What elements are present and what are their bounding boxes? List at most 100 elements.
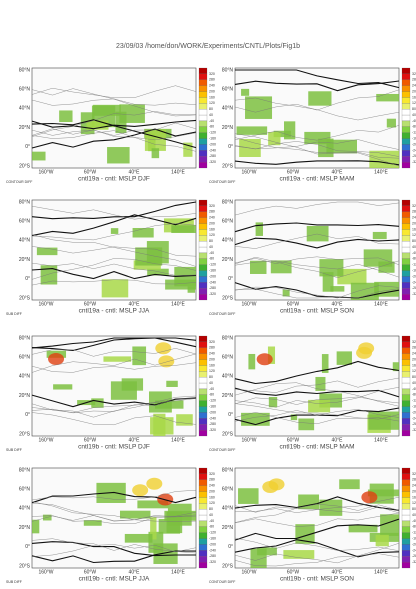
colorbar-label: -320	[209, 428, 216, 432]
colorbar-label: 40	[412, 113, 416, 117]
colorbar-box	[401, 73, 411, 80]
colorbar-box	[401, 270, 411, 277]
contour-line	[234, 89, 400, 113]
colorbar-label: -80	[412, 393, 416, 397]
colorbar-label: -240	[412, 280, 416, 284]
colorbar-box	[401, 365, 411, 372]
colorbar-label: 40	[209, 245, 213, 249]
colorbar-label: 200	[209, 489, 215, 493]
colorbar-box	[198, 282, 208, 289]
contour-line	[234, 553, 400, 564]
colorbar-box	[198, 491, 208, 498]
colorbar-box	[198, 205, 208, 212]
colorbar-box	[198, 526, 208, 533]
lon-label: 40°E	[129, 437, 141, 443]
colorbar-box	[401, 509, 411, 516]
colorbar-label: -40	[209, 519, 214, 523]
contour-line	[31, 128, 197, 141]
corner-label: CONTOUR DIFF	[209, 312, 235, 316]
colorbar-label: 80	[412, 375, 416, 379]
colorbar-box	[198, 132, 208, 139]
shaded-patch	[337, 268, 367, 285]
contour-line	[31, 130, 197, 152]
shaded-patch	[101, 279, 129, 298]
contour-line	[234, 518, 400, 541]
lon-label: 60°W	[287, 301, 300, 307]
colorbar-label: -80	[412, 125, 416, 129]
lat-label: 20°S	[19, 163, 31, 169]
colorbar-label: 200	[209, 221, 215, 225]
colorbar-label: 280	[209, 78, 215, 82]
panel-title: cntl19a - cntl: MSLP DJF	[78, 176, 150, 183]
map-panel: 80°N 60°N 40°N 20°N 0° 20°S 160°W 60°W 40°E 140°E…	[209, 67, 416, 184]
contour-line	[31, 394, 197, 408]
colorbar-label: -80	[209, 525, 214, 529]
contour-line	[234, 387, 400, 398]
lat-label: 20°N	[19, 125, 31, 131]
colorbar-box	[198, 223, 208, 230]
colorbar-box	[198, 199, 208, 206]
colorbar-box	[198, 162, 208, 169]
shaded-patch	[306, 225, 329, 242]
colorbar-label: -320	[209, 292, 216, 296]
colorbar-label: -320	[412, 292, 416, 296]
contour-line	[234, 137, 400, 159]
colorbar-label: 200	[209, 357, 215, 361]
colorbar-label: -320	[209, 560, 216, 564]
colorbar-label: 160	[209, 363, 215, 367]
lat-label: 40°N	[222, 106, 234, 112]
lat-label: 80°N	[19, 467, 31, 473]
colorbar-label: -240	[412, 416, 416, 420]
shaded-patch	[319, 259, 344, 277]
contour-line	[31, 85, 197, 99]
lon-label: 60°W	[84, 437, 97, 443]
map-panel: 80°N 60°N 40°N 20°N 0° 20°S 160°W 60°W 40°E 140°E…	[6, 67, 216, 184]
colorbar-box	[401, 562, 411, 569]
colorbar-box	[401, 199, 411, 206]
lat-label: 80°N	[19, 335, 31, 341]
lat-label: 0°	[228, 544, 233, 550]
corner-label: SUB DIFF	[6, 580, 22, 584]
map-panel: 80°N 60°N 40°N 20°N 0° 20°S 160°W 60°W 40°E 140°E…	[209, 467, 416, 584]
colorbar-box	[198, 400, 208, 407]
colorbar-box	[401, 241, 411, 248]
map-panel: 80°N 60°N 40°N 20°N 0° 20°S 160°W 60°W 40°E 140°E…	[6, 335, 216, 452]
contour-line	[234, 512, 400, 527]
colorbar-box	[401, 491, 411, 498]
shaded-patch	[262, 480, 279, 493]
shaded-patch	[368, 411, 399, 430]
contour-line	[234, 543, 400, 567]
contour-line	[31, 119, 197, 149]
colorbar-box	[198, 109, 208, 116]
colorbar-box	[198, 241, 208, 248]
colorbar-label: 80	[412, 107, 416, 111]
colorbar-box	[198, 156, 208, 163]
shaded-patch	[238, 488, 259, 504]
shaded-patch	[290, 414, 298, 421]
lat-label: 60°N	[19, 487, 31, 493]
contour-line	[234, 285, 400, 299]
colorbar-label: -160	[209, 269, 216, 273]
colorbar-label: -160	[209, 405, 216, 409]
colorbar-label: 120	[412, 501, 416, 505]
lon-label: 140°E	[171, 301, 185, 307]
contour-line	[234, 377, 400, 393]
colorbar-label: 280	[209, 478, 215, 482]
lat-label: 0°	[228, 412, 233, 418]
colorbar-box	[198, 371, 208, 378]
colorbar-box	[401, 252, 411, 259]
lon-label: 160°W	[241, 169, 256, 175]
colorbar-label: -280	[412, 554, 416, 558]
shaded-patch	[298, 418, 315, 431]
colorbar-box	[401, 138, 411, 145]
contour-line	[31, 279, 197, 286]
colorbar-box	[198, 485, 208, 492]
colorbar-label: -200	[412, 410, 416, 414]
colorbar-label: 160	[209, 227, 215, 231]
colorbar-label: -280	[209, 554, 216, 558]
panel-title: cntl19b - cntl: MSLP MAM	[279, 444, 354, 451]
colorbar-box	[401, 217, 411, 224]
contour-line	[31, 98, 197, 106]
figure-title: 23/09/03 /home/don/WORK/Experiments/CNTL…	[116, 43, 300, 50]
lon-label: 60°W	[287, 569, 300, 575]
